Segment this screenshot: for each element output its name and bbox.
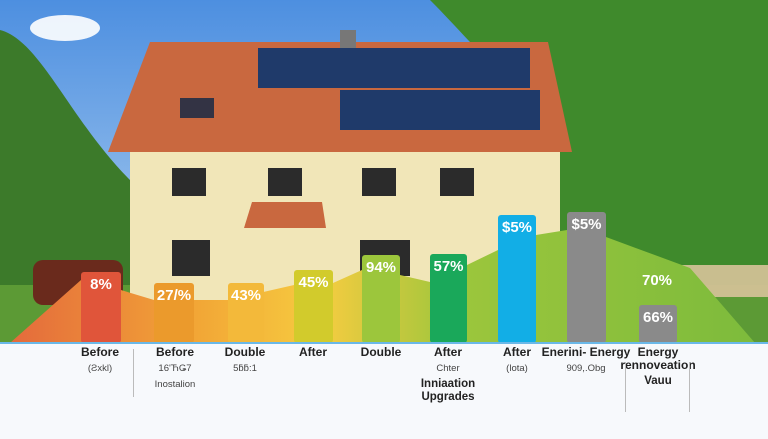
chimney xyxy=(340,30,356,48)
bar-2 xyxy=(154,283,194,343)
category-subtitle: 909,.Obg xyxy=(566,363,606,374)
bar-value-label: $5% xyxy=(501,219,533,236)
category-subtitle: Chter xyxy=(436,363,460,374)
house-photo-background xyxy=(0,0,768,343)
bar-value-label: $5% xyxy=(571,216,602,233)
category-label: Before 16'ЋǤ7 Inostalion xyxy=(130,346,220,391)
connector-line xyxy=(625,362,626,412)
category-label: After (lota) xyxy=(472,346,562,375)
windows xyxy=(172,168,474,276)
chart xyxy=(10,212,755,343)
bar-8 xyxy=(567,212,606,343)
category-label: Energy rennoveation Vauu xyxy=(613,346,703,388)
category-label: Before (Ƨxkl) xyxy=(55,346,145,375)
category-subtitle: (Ƨxkl) xyxy=(87,363,113,374)
solar-panels-bottom xyxy=(340,90,540,130)
solar-panels-top xyxy=(258,48,530,88)
skylight xyxy=(180,98,214,118)
cloud xyxy=(30,15,100,41)
bar-value-label: 66% xyxy=(642,309,674,326)
category-label: Enerini- Energy 909,.Obg xyxy=(541,346,631,375)
area-annotation: 70% xyxy=(641,272,673,289)
category-subtitle: (lota) xyxy=(506,363,528,374)
category-title: After xyxy=(298,345,327,359)
category-title: Double xyxy=(360,345,402,359)
bar-value-label: 45% xyxy=(298,274,329,291)
bar-6 xyxy=(430,254,467,343)
connector-line xyxy=(133,349,134,397)
category-title: Double xyxy=(224,345,266,359)
category-note: Inniaation Upgrades xyxy=(420,378,476,403)
trees-left xyxy=(0,30,130,290)
chart-baseline xyxy=(0,342,768,344)
bar-value-label: 8% xyxy=(90,276,112,293)
porch-roof xyxy=(244,202,326,228)
category-subtitle: 5ƃƃ:1 xyxy=(233,363,257,374)
category-title: Energy rennoveation xyxy=(620,345,696,372)
bar-value-label: 57% xyxy=(433,258,464,275)
bar-5 xyxy=(362,255,400,343)
category-label: Double xyxy=(336,346,426,359)
bar-value-label: 43% xyxy=(230,287,262,304)
category-title: Enerini- Energy xyxy=(541,345,631,359)
category-note: Inostalion xyxy=(154,379,196,390)
category-title: Before xyxy=(155,345,194,359)
category-label: After xyxy=(268,346,358,359)
category-title: After xyxy=(433,345,462,359)
bar-7 xyxy=(498,215,536,343)
category-title: After xyxy=(502,345,531,359)
category-subtitle: 16'ЋǤ7 xyxy=(158,363,192,374)
category-label: After Chter Inniaation Upgrades xyxy=(403,346,493,404)
bar-value-label: 27/% xyxy=(156,287,192,304)
bar-3 xyxy=(228,283,264,343)
connector-line xyxy=(689,362,690,412)
category-label: Double 5ƃƃ:1 xyxy=(200,346,290,375)
category-title: Before xyxy=(80,345,119,359)
bar-1 xyxy=(81,272,121,343)
category-note: Vauu xyxy=(644,375,672,387)
bar-4 xyxy=(294,270,333,343)
bar-9 xyxy=(639,305,677,343)
bar-value-label: 94% xyxy=(365,259,397,276)
